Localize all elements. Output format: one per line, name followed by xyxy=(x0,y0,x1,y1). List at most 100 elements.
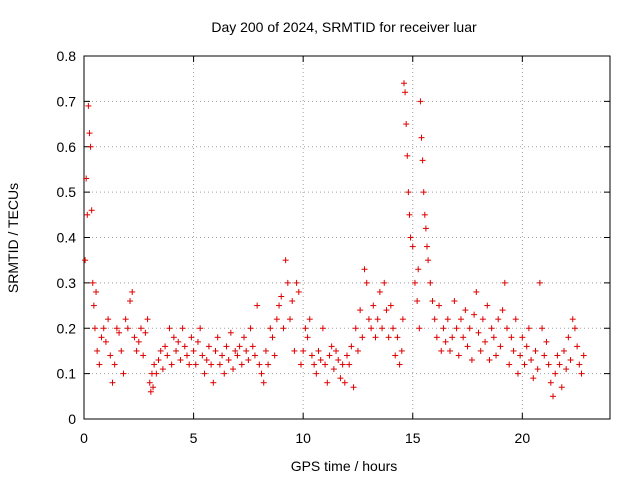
data-point xyxy=(216,361,223,368)
data-point xyxy=(449,334,456,341)
data-point xyxy=(404,152,411,159)
y-axis-label: SRMTID / TECUs xyxy=(5,183,21,293)
data-point xyxy=(129,288,136,295)
data-point xyxy=(352,325,359,332)
data-point xyxy=(175,338,182,345)
data-point xyxy=(306,316,313,323)
data-point xyxy=(436,302,443,309)
data-point xyxy=(415,266,422,273)
data-point xyxy=(227,329,234,336)
data-point xyxy=(223,343,230,350)
data-point xyxy=(512,316,519,323)
data-point xyxy=(146,379,153,386)
data-point xyxy=(107,352,114,359)
data-point xyxy=(245,357,252,364)
y-tick-label: 0.8 xyxy=(57,48,77,64)
data-point xyxy=(550,393,557,400)
data-point xyxy=(177,357,184,364)
data-point xyxy=(406,211,413,218)
data-point xyxy=(387,302,394,309)
data-point xyxy=(543,338,550,345)
y-tick-label: 0.2 xyxy=(57,320,77,336)
data-point xyxy=(495,316,502,323)
data-point xyxy=(300,347,307,354)
data-point xyxy=(354,347,361,354)
data-point xyxy=(295,288,302,295)
data-point xyxy=(519,334,526,341)
data-point xyxy=(236,343,243,350)
data-point xyxy=(552,370,559,377)
data-point xyxy=(457,316,464,323)
data-point xyxy=(247,325,254,332)
data-point xyxy=(179,325,186,332)
data-point xyxy=(539,325,546,332)
data-point xyxy=(421,211,428,218)
data-point xyxy=(102,338,109,345)
data-point xyxy=(319,325,326,332)
data-point xyxy=(333,347,340,354)
data-point xyxy=(166,325,173,332)
data-point xyxy=(402,89,409,96)
data-point xyxy=(280,325,287,332)
data-point xyxy=(124,325,131,332)
data-point xyxy=(425,257,432,264)
data-point xyxy=(372,334,379,341)
data-point xyxy=(411,279,418,286)
data-point xyxy=(278,293,285,300)
data-point xyxy=(536,279,543,286)
data-point xyxy=(571,325,578,332)
data-point xyxy=(381,279,388,286)
data-point xyxy=(144,316,151,323)
data-point xyxy=(444,316,451,323)
data-point xyxy=(137,325,144,332)
data-point xyxy=(508,334,515,341)
data-point xyxy=(273,316,280,323)
data-point xyxy=(88,207,95,214)
data-point xyxy=(170,334,177,341)
data-point xyxy=(517,352,524,359)
data-point xyxy=(541,352,548,359)
data-point xyxy=(399,316,406,323)
data-point xyxy=(376,288,383,295)
data-point xyxy=(453,325,460,332)
data-point xyxy=(210,379,217,386)
data-point xyxy=(468,357,475,364)
y-tick-label: 0.6 xyxy=(57,139,77,155)
data-point xyxy=(479,316,486,323)
data-point xyxy=(194,338,201,345)
data-point xyxy=(400,80,407,87)
data-point xyxy=(208,361,215,368)
data-point xyxy=(181,343,188,350)
data-point xyxy=(578,370,585,377)
data-point xyxy=(256,361,263,368)
data-point xyxy=(419,157,426,164)
data-point xyxy=(466,325,473,332)
data-point xyxy=(574,343,581,350)
data-point xyxy=(416,325,423,332)
data-point xyxy=(455,352,462,359)
data-point xyxy=(199,352,206,359)
data-point xyxy=(567,357,574,364)
data-point xyxy=(265,361,272,368)
data-point xyxy=(433,334,440,341)
data-point xyxy=(409,243,416,250)
data-point xyxy=(142,329,149,336)
data-point xyxy=(238,361,245,368)
data-point xyxy=(249,343,256,350)
data-point xyxy=(164,352,171,359)
y-tick-label: 0.4 xyxy=(57,230,77,246)
data-point xyxy=(322,361,329,368)
data-point xyxy=(304,334,311,341)
x-tick-label: 10 xyxy=(295,430,311,446)
data-point xyxy=(385,334,392,341)
data-point xyxy=(407,234,414,241)
data-point xyxy=(493,352,500,359)
data-point xyxy=(205,343,212,350)
x-tick-label: 20 xyxy=(515,430,531,446)
data-point xyxy=(289,298,296,305)
data-point xyxy=(186,361,193,368)
data-point xyxy=(506,361,513,368)
data-point xyxy=(368,325,375,332)
data-point xyxy=(528,357,535,364)
